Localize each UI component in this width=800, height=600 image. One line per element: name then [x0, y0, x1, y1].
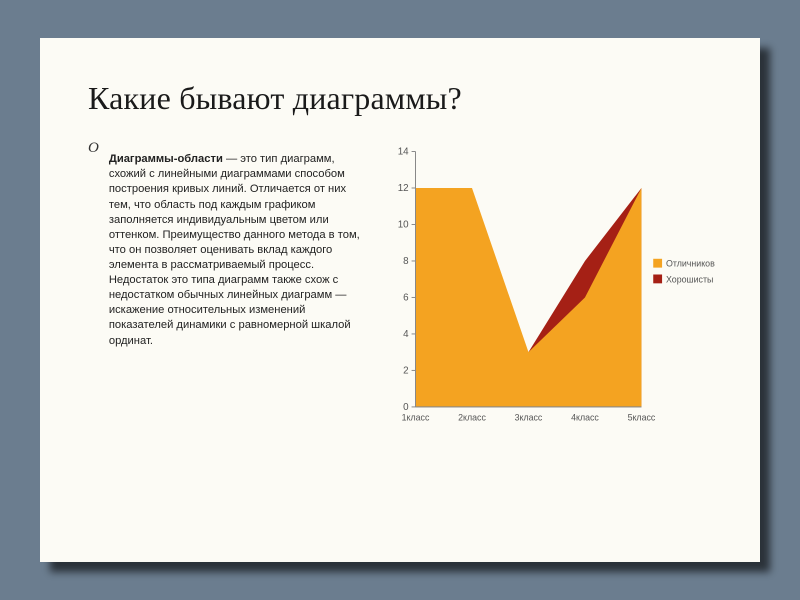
- chart-column: 0 2 4 6 8 10 12 14 1класс 2класс 3класс 4класс 5клас…: [388, 141, 722, 446]
- svg-text:3класс: 3класс: [515, 413, 543, 423]
- slide: Какие бывают диаграммы? O Диаграммы-обла…: [40, 38, 760, 562]
- svg-text:5класс: 5класс: [628, 413, 656, 423]
- text-column: O Диаграммы-области — это тип диаграмм, …: [88, 141, 368, 446]
- svg-text:14: 14: [398, 146, 409, 157]
- svg-text:1класс: 1класс: [402, 413, 430, 423]
- svg-text:0: 0: [403, 402, 409, 413]
- slide-title: Какие бывают диаграммы?: [88, 80, 722, 117]
- legend-swatch: [653, 259, 662, 268]
- svg-text:12: 12: [398, 183, 409, 194]
- svg-text:2: 2: [403, 365, 408, 376]
- area-series: [416, 188, 642, 407]
- body-bold: Диаграммы-области: [109, 153, 223, 165]
- svg-text:4класс: 4класс: [571, 413, 599, 423]
- area-chart: 0 2 4 6 8 10 12 14 1класс 2класс 3класс 4класс 5клас…: [388, 141, 722, 441]
- svg-text:2класс: 2класс: [458, 413, 486, 423]
- svg-text:6: 6: [403, 292, 409, 303]
- legend-swatch: [653, 274, 662, 283]
- svg-text:8: 8: [403, 256, 409, 267]
- svg-text:4: 4: [403, 329, 409, 340]
- chart-legend: Отличников Хорошисты: [653, 259, 715, 285]
- bullet-icon: O: [88, 141, 99, 156]
- content-row: O Диаграммы-области — это тип диаграмм, …: [88, 141, 722, 446]
- body-paragraph: Диаграммы-области — это тип диаграмм, сх…: [109, 152, 368, 348]
- body-rest: — это тип диаграмм, схожий с линейными д…: [109, 153, 360, 346]
- legend-label: Хорошисты: [666, 274, 713, 284]
- legend-label: Отличников: [666, 259, 715, 269]
- svg-text:10: 10: [398, 219, 409, 230]
